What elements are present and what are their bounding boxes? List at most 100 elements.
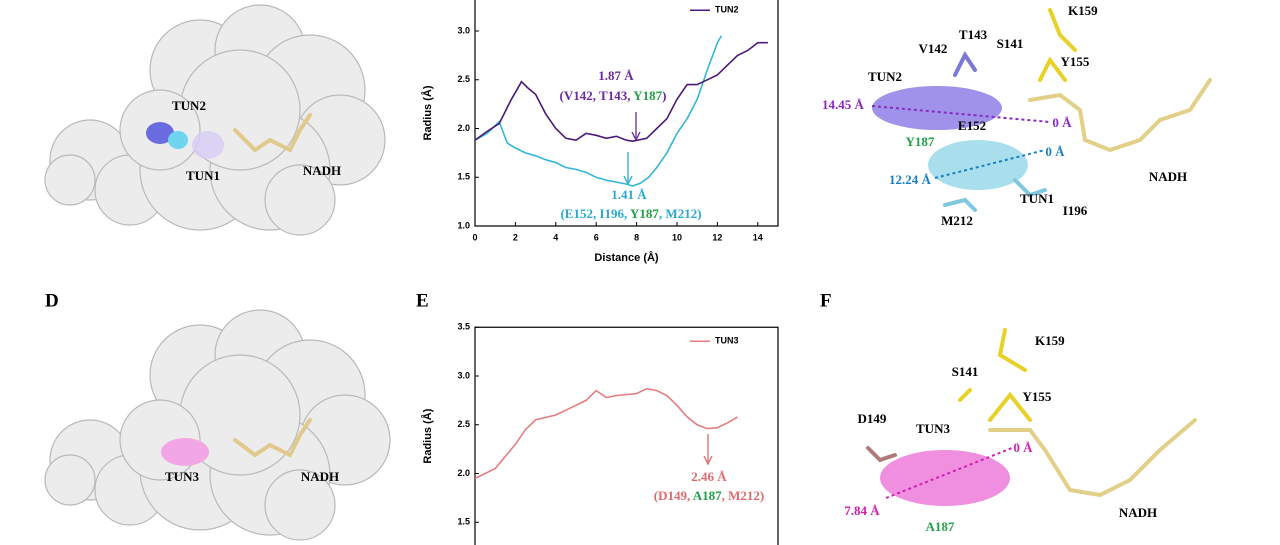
y-tick-label: 3.5 [457,322,470,332]
residue [1038,56,1067,82]
tunnel-tun3 [161,438,209,466]
protein-surface [44,309,391,541]
annotation: (E152, I196, Y187, M212) [560,206,701,221]
legend-label: TUN3 [715,336,739,346]
x-tick-label: 2 [513,232,518,242]
x-tick-label: 8 [634,232,639,242]
annotation-part: A187 [693,488,722,503]
y-tick-label: 2.5 [457,74,470,84]
label: S141 [952,364,979,379]
x-tick-label: 12 [712,232,722,242]
x-tick-label: 14 [753,232,763,242]
nadh-stick [233,418,312,458]
residue [1013,178,1047,198]
label: I196 [1063,203,1088,218]
label: TUN2 [172,98,206,113]
annotation: (D149, A187, M212) [654,488,765,503]
annotation: 1.87 Å [598,68,634,83]
label: TUN3 [165,469,199,484]
label: 0 Å [1052,115,1072,130]
label: TUN3 [916,421,950,436]
label: Y155 [1023,389,1052,404]
annotation: 2.46 Å [691,469,727,484]
nadh-stick [1028,78,1212,153]
y-tick-label: 2.0 [457,468,470,478]
residue [943,197,977,212]
label: K159 [1068,3,1098,18]
label: S141 [997,36,1024,51]
label: D149 [858,411,887,426]
series-line [474,387,739,480]
y-tick-label: 1.5 [457,172,470,182]
x-axis-label: Distance (Å) [594,251,659,264]
arrowhead [703,455,713,466]
tunnel-surface [192,131,224,159]
tunnel-tun2 [872,86,1002,130]
nadh-stick [233,113,312,153]
label: 14.45 Å [822,97,865,112]
residue [958,388,972,402]
label: T143 [959,27,988,42]
label: 7.84 Å [844,503,880,518]
label: NADH [1119,505,1157,520]
residue [1048,8,1077,52]
legend-label: TUN2 [715,5,739,15]
panel-label: F [820,290,832,311]
tunnel-tun1 [928,140,1028,190]
label: Y155 [1061,54,1090,69]
label: TUN2 [868,69,902,84]
y-tick-label: 1.0 [457,220,470,230]
x-tick-label: 0 [472,232,477,242]
label: NADH [303,163,341,178]
x-tick-label: 6 [594,232,599,242]
annotation-part: , M212) [659,206,702,221]
axis-frame [474,0,779,227]
label: Y187 [906,134,935,149]
protein-surface [44,4,386,236]
tunnel-tun2 [146,122,174,144]
label: V142 [919,41,948,56]
axis-frame [474,326,779,545]
x-tick-label: 10 [672,232,682,242]
label: M212 [941,213,973,228]
annotation-part: (E152, I196, [560,206,630,221]
x-tick-label: 4 [553,232,558,242]
label: 12.24 Å [889,172,932,187]
y-tick-label: 2.0 [457,123,470,133]
distance-arrow [885,447,1013,499]
y-tick-label: 2.5 [457,419,470,429]
label: A187 [926,519,955,534]
annotation-part: ) [662,88,666,103]
tunnel-tun1 [168,131,188,149]
y-tick-label: 3.0 [457,370,470,380]
panel-label: D [45,290,59,311]
residue [997,328,1027,372]
distance-arrow [934,149,1046,179]
nadh-stick [988,418,1197,498]
residue [866,446,897,463]
annotation-part: (D149, [654,488,693,503]
label: E152 [958,118,986,133]
residue [953,51,977,77]
annotation-part: Y187 [630,206,659,221]
annotation: 1.41 Å [611,187,647,202]
label: NADH [1149,169,1187,184]
y-axis-label: Radius (Å) [421,408,434,463]
y-axis-label: Radius (Å) [421,85,434,140]
panel-label: E [416,290,429,311]
label: TUN1 [1020,191,1054,206]
annotation-part: Y187 [633,88,662,103]
series-line [474,41,768,143]
annotation-part: (V142, T143, [560,88,634,103]
y-tick-label: 1.5 [457,517,470,527]
annotation: (V142, T143, Y187) [560,88,667,103]
annotation-part: , M212) [722,488,765,503]
label: 0 Å [1013,440,1033,455]
label: K159 [1035,333,1065,348]
residue [988,391,1032,422]
tunnel-tun3 [880,450,1010,506]
series-line [474,35,723,187]
label: TUN1 [186,168,220,183]
